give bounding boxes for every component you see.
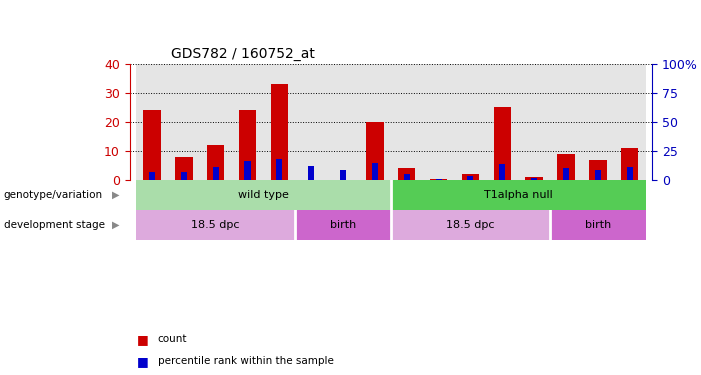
Bar: [563, 168, 569, 180]
Bar: [518, 64, 550, 180]
Bar: [143, 110, 161, 180]
Bar: [404, 174, 410, 180]
Bar: [175, 157, 193, 180]
Bar: [398, 168, 416, 180]
Bar: [136, 180, 391, 210]
Bar: [308, 166, 314, 180]
Bar: [200, 64, 231, 180]
Bar: [550, 210, 646, 240]
Bar: [494, 107, 511, 180]
Bar: [499, 164, 505, 180]
Bar: [136, 64, 168, 180]
Bar: [613, 64, 646, 180]
Bar: [359, 64, 391, 180]
Text: T1alpha null: T1alpha null: [484, 190, 552, 200]
Text: GDS782 / 160752_at: GDS782 / 160752_at: [172, 47, 315, 62]
Text: ▶: ▶: [112, 190, 120, 200]
Bar: [212, 167, 219, 180]
Bar: [264, 64, 295, 180]
Text: 18.5 dpc: 18.5 dpc: [191, 220, 240, 230]
Bar: [391, 64, 423, 180]
Bar: [136, 210, 295, 240]
Bar: [327, 64, 359, 180]
Text: ▶: ▶: [112, 220, 120, 230]
Text: development stage: development stage: [4, 220, 104, 230]
Bar: [435, 179, 442, 180]
Text: percentile rank within the sample: percentile rank within the sample: [158, 356, 334, 366]
Text: ■: ■: [137, 333, 149, 346]
Bar: [468, 176, 473, 180]
Text: birth: birth: [585, 220, 611, 230]
Bar: [168, 64, 200, 180]
Bar: [239, 110, 257, 180]
Bar: [486, 64, 518, 180]
Text: ■: ■: [137, 355, 149, 368]
Bar: [525, 177, 543, 180]
Bar: [231, 64, 264, 180]
Bar: [621, 148, 639, 180]
Bar: [366, 122, 383, 180]
Bar: [594, 170, 601, 180]
Bar: [276, 159, 283, 180]
Bar: [430, 178, 447, 180]
Bar: [589, 160, 606, 180]
Bar: [454, 64, 486, 180]
Bar: [271, 84, 288, 180]
Bar: [550, 64, 582, 180]
Bar: [295, 64, 327, 180]
Bar: [372, 163, 378, 180]
Text: birth: birth: [330, 220, 356, 230]
Bar: [391, 180, 646, 210]
Bar: [340, 170, 346, 180]
Bar: [181, 172, 187, 180]
Bar: [245, 161, 250, 180]
Text: 18.5 dpc: 18.5 dpc: [446, 220, 495, 230]
Text: wild type: wild type: [238, 190, 289, 200]
Bar: [531, 178, 537, 180]
Text: genotype/variation: genotype/variation: [4, 190, 102, 200]
Bar: [462, 174, 479, 180]
Bar: [627, 166, 633, 180]
Bar: [423, 64, 454, 180]
Bar: [557, 154, 575, 180]
Bar: [582, 64, 613, 180]
Bar: [295, 210, 391, 240]
Text: count: count: [158, 334, 187, 344]
Bar: [207, 145, 224, 180]
Bar: [149, 172, 155, 180]
Bar: [391, 210, 550, 240]
